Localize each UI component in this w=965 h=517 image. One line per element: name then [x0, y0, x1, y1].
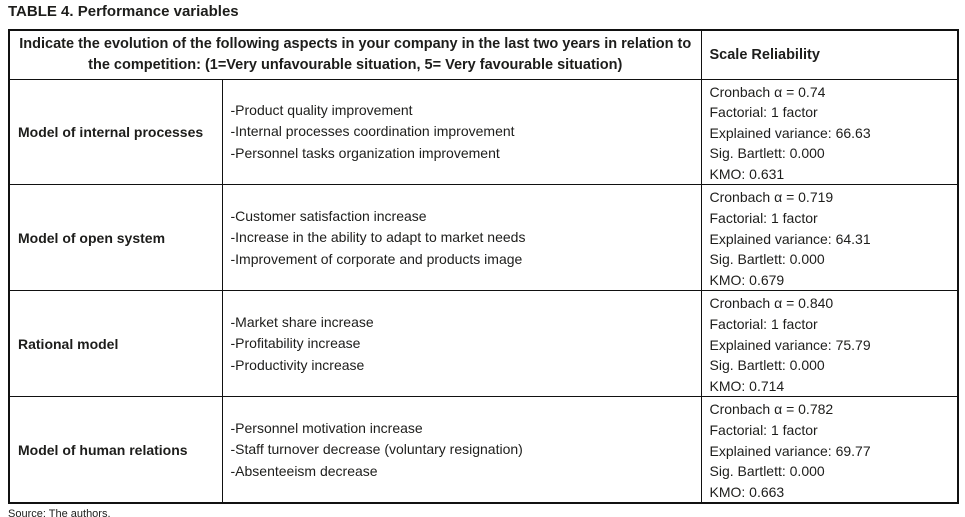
- model-name: Model of human relations: [8, 396, 223, 504]
- stat-cronbach: Cronbach α = 0.74: [709, 83, 826, 100]
- stat-factorial: Factorial: 1 factor: [709, 422, 818, 438]
- stat-kmo: KMO: 0.679: [709, 271, 785, 288]
- header-scale-reliability: Scale Reliability: [700, 29, 959, 80]
- items-cell: -Product quality improvement -Internal p…: [221, 78, 702, 186]
- stat-sig-bartlett: Sig. Bartlett: 0.000: [709, 145, 825, 162]
- stat-kmo: KMO: 0.663: [709, 483, 785, 500]
- item-line: -Market share increase: [230, 313, 374, 330]
- header-row: Indicate the evolution of the following …: [8, 29, 959, 80]
- stat-kmo: KMO: 0.714: [709, 377, 785, 394]
- stat-cronbach: Cronbach α = 0.719: [709, 189, 834, 206]
- item-line: -Productivity increase: [230, 356, 365, 373]
- stat-explained-variance: Explained variance: 66.63: [709, 124, 871, 141]
- stat-factorial: Factorial: 1 factor: [709, 316, 818, 333]
- stats-cell: Cronbach α = 0.719 Factorial: 1 factor E…: [700, 184, 959, 292]
- stat-explained-variance: Explained variance: 64.31: [709, 230, 871, 247]
- table-row: Model of open system -Customer satisfact…: [8, 184, 959, 292]
- item-line: -Increase in the ability to adapt to mar…: [230, 229, 526, 246]
- item-line: -Product quality improvement: [230, 101, 413, 118]
- item-line: -Internal processes coordination improve…: [230, 123, 515, 140]
- stat-explained-variance: Explained variance: 75.79: [709, 336, 871, 353]
- item-line: -Absenteeism decrease: [230, 462, 378, 479]
- table-title: TABLE 4. Performance variables: [8, 3, 239, 20]
- stat-factorial: Factorial: 1 factor: [709, 104, 818, 121]
- item-line: -Customer satisfaction increase: [230, 207, 427, 224]
- item-line: -Personnel tasks organization improvemen…: [230, 144, 500, 161]
- stat-factorial: Factorial: 1 factor: [709, 210, 818, 227]
- stat-cronbach: Cronbach α = 0.840: [709, 295, 834, 312]
- items-cell: -Market share increase -Profitability in…: [221, 290, 702, 398]
- stats-cell: Cronbach α = 0.840 Factorial: 1 factor E…: [700, 290, 959, 398]
- model-name: Model of open system: [8, 184, 223, 292]
- table-row: Model of human relations -Personnel moti…: [8, 396, 959, 504]
- stats-cell: Cronbach α = 0.782 Factorial: 1 factor E…: [700, 396, 959, 504]
- items-cell: -Personnel motivation increase -Staff tu…: [221, 396, 702, 504]
- stat-cronbach: Cronbach α = 0.782: [709, 401, 834, 418]
- stat-sig-bartlett: Sig. Bartlett: 0.000: [709, 357, 825, 374]
- header-question-text: Indicate the evolution of the following …: [19, 35, 692, 73]
- item-line: -Profitability increase: [230, 335, 361, 352]
- source-note: Source: The authors.: [8, 508, 111, 517]
- stat-sig-bartlett: Sig. Bartlett: 0.000: [709, 251, 825, 268]
- model-name: Rational model: [8, 290, 223, 398]
- stats-cell: Cronbach α = 0.74 Factorial: 1 factor Ex…: [700, 78, 959, 186]
- performance-variables-table: Indicate the evolution of the following …: [8, 29, 959, 505]
- stat-sig-bartlett: Sig. Bartlett: 0.000: [709, 463, 825, 480]
- item-line: -Staff turnover decrease (voluntary resi…: [230, 441, 523, 458]
- model-name: Model of internal processes: [8, 78, 223, 186]
- table-row: Rational model -Market share increase -P…: [8, 290, 959, 398]
- items-cell: -Customer satisfaction increase -Increas…: [221, 184, 702, 292]
- stat-kmo: KMO: 0.631: [709, 165, 785, 182]
- item-line: -Personnel motivation increase: [230, 419, 423, 436]
- item-line: -Improvement of corporate and products i…: [230, 250, 523, 267]
- table-row: Model of internal processes -Product qua…: [8, 78, 959, 186]
- header-question-cell: Indicate the evolution of the following …: [8, 29, 702, 80]
- stat-explained-variance: Explained variance: 69.77: [709, 442, 871, 459]
